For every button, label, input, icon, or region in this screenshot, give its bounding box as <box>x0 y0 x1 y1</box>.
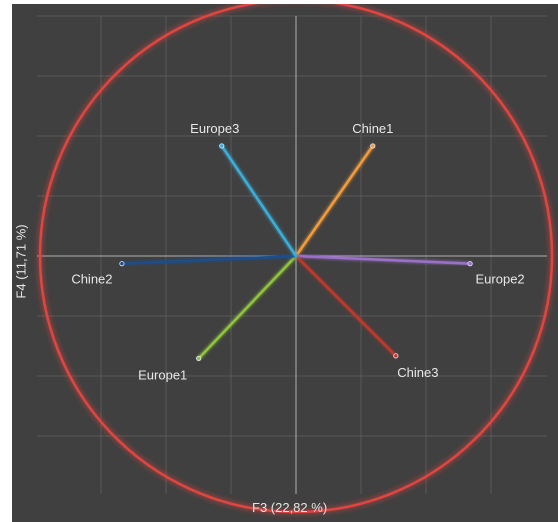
point-europe3 <box>219 143 225 149</box>
y-axis-title: F4 (11,71 %) <box>13 224 29 299</box>
label-europe3: Europe3 <box>190 121 239 136</box>
point-europe1 <box>196 355 202 361</box>
vector-europe2 <box>294 254 472 265</box>
correlation-circle <box>38 4 554 514</box>
chart-frame: Chine1 Europe2 Chine3 Europe1 Chine2 Europe3 … <box>12 4 558 522</box>
label-chine2: Chine2 <box>71 272 112 287</box>
point-chine1 <box>370 143 376 149</box>
x-axis-title: F3 (22,82 %) <box>252 500 328 515</box>
label-chine3: Chine3 <box>397 365 438 380</box>
point-europe2 <box>467 261 473 267</box>
vector-europe1 <box>197 254 298 360</box>
label-europe1: Europe1 <box>138 367 187 382</box>
vector-chine1 <box>294 144 375 258</box>
point-chine2 <box>119 261 125 267</box>
point-chine3 <box>393 353 399 359</box>
vector-chine2 <box>120 254 298 265</box>
vector-chine3 <box>294 254 398 358</box>
correlation-circle-plot: Chine1 Europe2 Chine3 Europe1 Chine2 Europe3 <box>37 4 554 514</box>
label-chine1: Chine1 <box>352 121 393 136</box>
vector-europe3 <box>220 144 298 258</box>
label-europe2: Europe2 <box>476 272 525 287</box>
